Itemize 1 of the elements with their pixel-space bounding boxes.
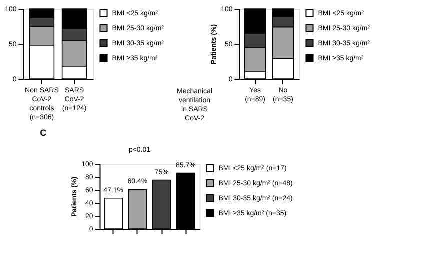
chart-title: C <box>40 128 48 138</box>
